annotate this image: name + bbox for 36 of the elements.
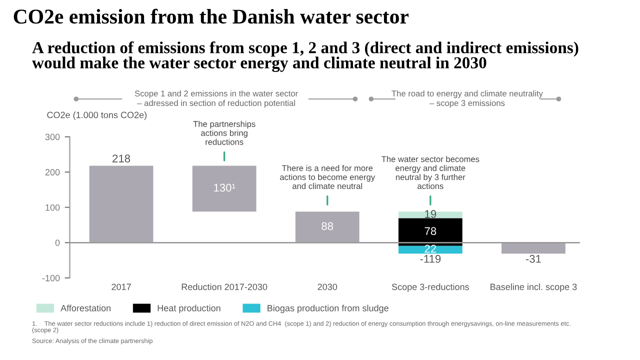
bar [398, 218, 462, 246]
y-axis-title: CO2e (1.000 tons CO2e) [47, 112, 147, 120]
y-tick-label: 300 [45, 134, 60, 140]
x-tick-label: 2030 [318, 284, 338, 290]
data-label: 130¹ [214, 184, 236, 192]
data-label: 22 [424, 244, 436, 253]
y-tick-label: 100 [46, 204, 60, 211]
text: Scope 1 and 2 emissions in the water sector – adressed in section of reduction potential [134, 90, 298, 108]
data-label: -31 [526, 254, 541, 263]
bar [295, 212, 360, 243]
x-tick-label: Scope 3-reductions [392, 283, 469, 292]
bar [192, 166, 256, 212]
data-label: 78 [424, 227, 436, 236]
x-tick-label: Baseline incl. scope 3 [490, 283, 577, 292]
annotation: -119 [420, 254, 441, 263]
text: The road to energy and climate neutrality – scope 3 emissions [392, 90, 543, 108]
data-label: 218 [112, 154, 130, 162]
chart-title: CO2e emission from the Danish water sector [14, 8, 409, 24]
bar [398, 212, 462, 218]
data-label: 19 [425, 210, 436, 218]
chart-subtitle: A reduction of emissions from scope 1, 2 and 3 (direct and indirect emissions) would make the water sector energy and climate neutral in 2030 [32, 41, 578, 72]
y-tick-label: 200 [45, 169, 60, 176]
bar [398, 246, 462, 254]
x-tick-label: Reduction 2017-2030 [182, 283, 268, 290]
x-tick-label: 2017 [112, 284, 131, 290]
legend-label: Afforestation [60, 304, 110, 312]
legend-label: Heat production [158, 304, 220, 314]
annotation: There is a need for more actions to become energy and climate neutral [280, 164, 376, 190]
y-tick-label: 0 [55, 240, 60, 246]
bar [89, 166, 154, 243]
legend-label: Biogas production from sludge [268, 304, 388, 314]
data-label: 88 [322, 222, 334, 230]
annotation: The water sector becomes energy and climate neutral by 3 further actions [382, 156, 480, 190]
annotation: The partnerships actions bring reductions [193, 120, 256, 145]
bar [502, 242, 566, 254]
y-tick-label: -100 [42, 274, 60, 282]
